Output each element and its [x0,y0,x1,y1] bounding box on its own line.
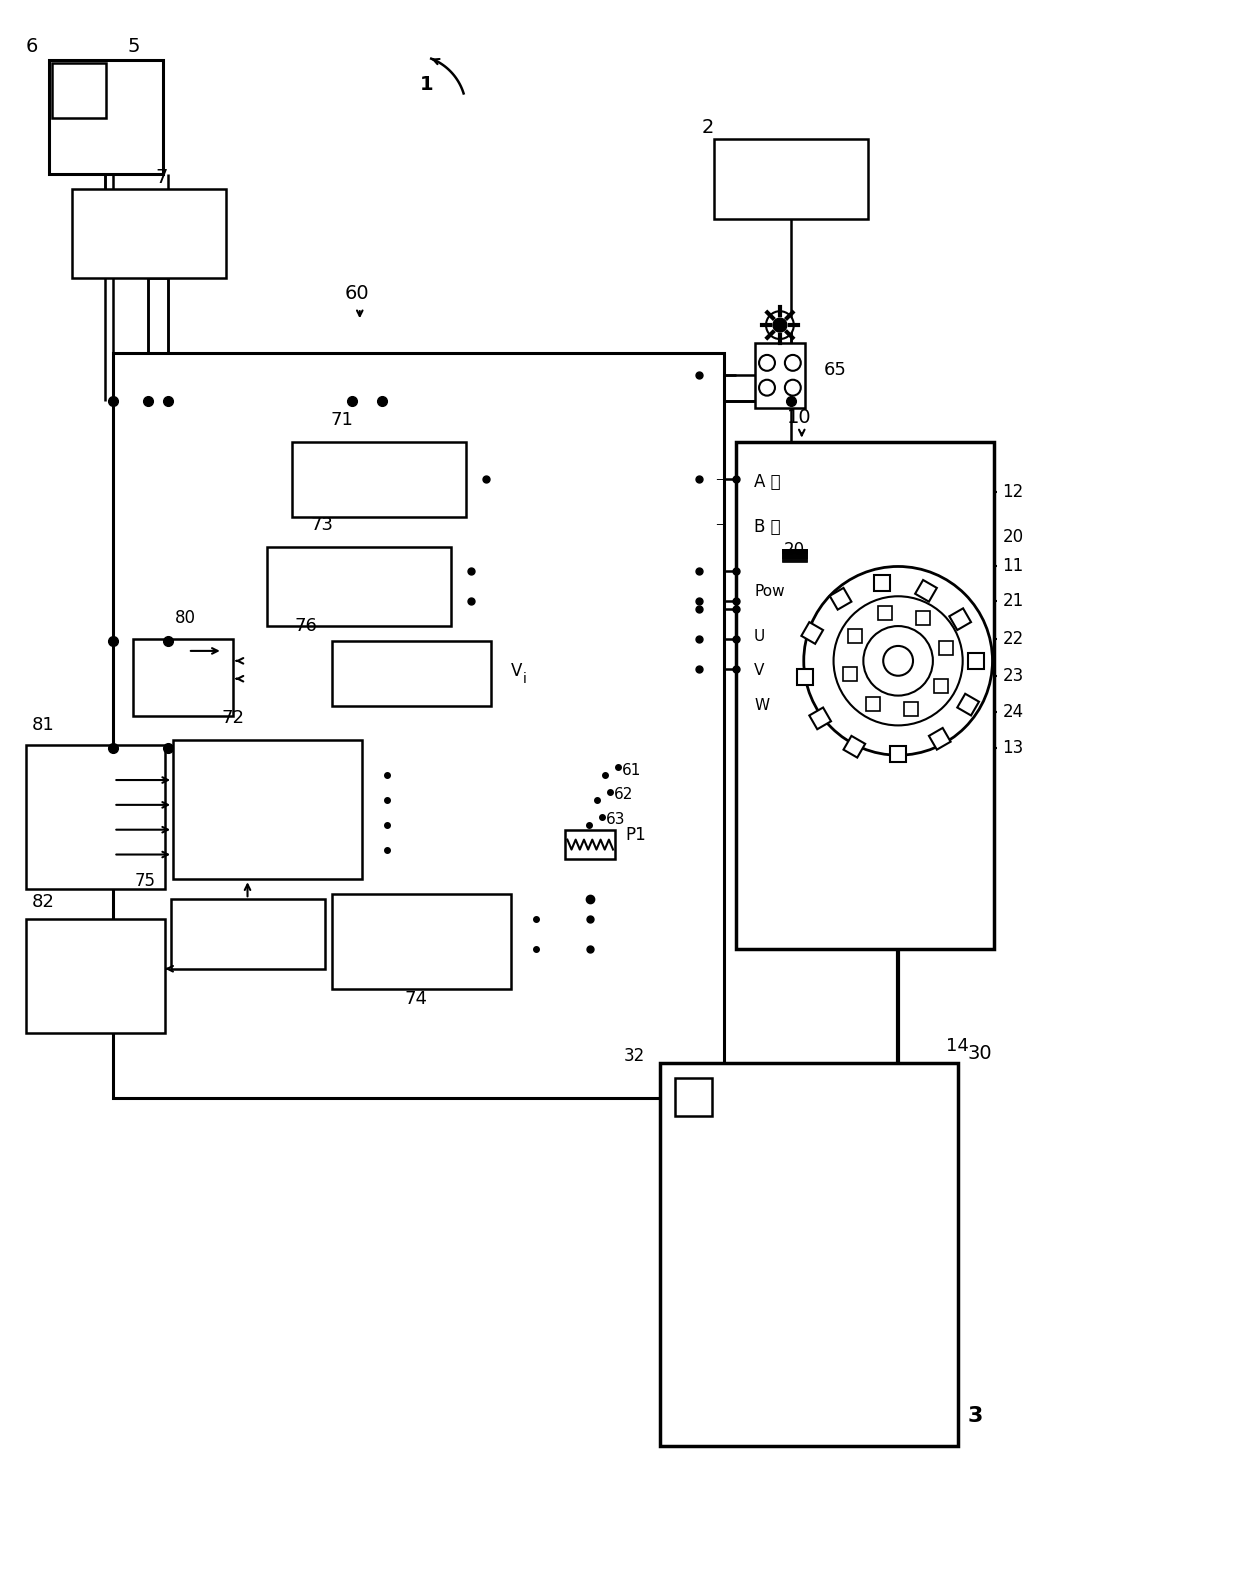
Text: 6: 6 [26,38,38,56]
Bar [565,830,615,860]
Bar [174,741,362,879]
Bar [843,736,866,758]
Bar [714,140,868,218]
Text: 20: 20 [1002,527,1023,546]
Text: B 相: B 相 [754,518,781,535]
Bar [26,745,165,890]
Text: i: i [522,672,527,686]
Circle shape [759,380,775,395]
Text: 22: 22 [1002,631,1024,648]
Text: 13: 13 [1002,739,1024,758]
Text: 73: 73 [310,516,334,533]
Bar [934,679,949,692]
Text: 76: 76 [294,617,317,635]
Bar [133,639,233,717]
Bar [737,442,994,949]
Text: 5: 5 [126,38,140,56]
Bar [332,642,491,706]
Text: ─: ─ [715,519,723,529]
Text: A 相: A 相 [754,472,781,491]
Circle shape [833,596,962,725]
Bar [268,546,451,626]
Bar [810,708,831,730]
Bar [293,442,466,516]
Text: W: W [754,698,769,712]
Bar [52,63,107,118]
Text: Pow: Pow [754,584,785,599]
Text: 30: 30 [967,1043,992,1062]
Text: 1: 1 [419,75,433,94]
Text: 32: 32 [624,1047,645,1065]
Bar [171,899,325,968]
Bar [843,667,857,681]
Circle shape [804,566,992,755]
Circle shape [863,626,932,695]
Text: 80: 80 [175,609,196,628]
Bar [675,1078,712,1116]
Text: U: U [754,629,765,643]
Circle shape [785,380,801,395]
Text: 24: 24 [1002,703,1023,722]
Text: 72: 72 [221,709,244,728]
Text: 14: 14 [946,1037,968,1056]
Bar [867,697,880,711]
Bar [755,344,805,408]
Text: 74: 74 [405,990,428,1007]
Bar [848,629,862,643]
Bar [874,576,890,592]
Bar [801,621,823,643]
Bar [904,701,918,715]
Bar [113,353,724,1098]
Circle shape [759,355,775,370]
Text: 65: 65 [823,361,847,378]
Circle shape [773,319,787,333]
Text: 82: 82 [32,893,55,912]
Bar [915,581,937,601]
Bar [916,610,930,624]
Bar [797,668,812,684]
Bar [967,653,983,668]
Text: 23: 23 [1002,667,1024,684]
Circle shape [766,311,794,339]
Text: 71: 71 [330,411,353,430]
Bar [939,642,954,654]
Bar [26,919,165,1034]
Text: 60: 60 [345,284,370,303]
Text: 3: 3 [967,1406,983,1426]
Text: P1: P1 [625,825,646,844]
Bar [830,588,852,610]
Text: 20: 20 [784,541,805,559]
Text: 61: 61 [622,763,641,778]
Text: 7: 7 [155,168,167,187]
Text: ─: ─ [715,474,723,485]
Text: 11: 11 [1002,557,1024,576]
Text: 10: 10 [786,408,811,427]
Circle shape [785,355,801,370]
Bar [929,728,951,750]
Bar [878,606,893,620]
Bar [72,188,226,278]
Text: 63: 63 [606,813,626,827]
Bar [660,1064,957,1445]
Text: 12: 12 [1002,483,1024,501]
Bar [950,609,971,631]
Bar [332,894,511,988]
Bar [957,693,978,715]
Text: 75: 75 [134,872,155,890]
Text: 2: 2 [702,118,713,137]
Text: 81: 81 [32,717,55,734]
Text: V: V [511,662,522,679]
Text: 62: 62 [614,788,634,802]
Bar [48,60,164,174]
Bar [890,747,906,763]
Text: 21: 21 [1002,592,1024,610]
Circle shape [883,646,913,676]
Text: V: V [754,664,765,678]
